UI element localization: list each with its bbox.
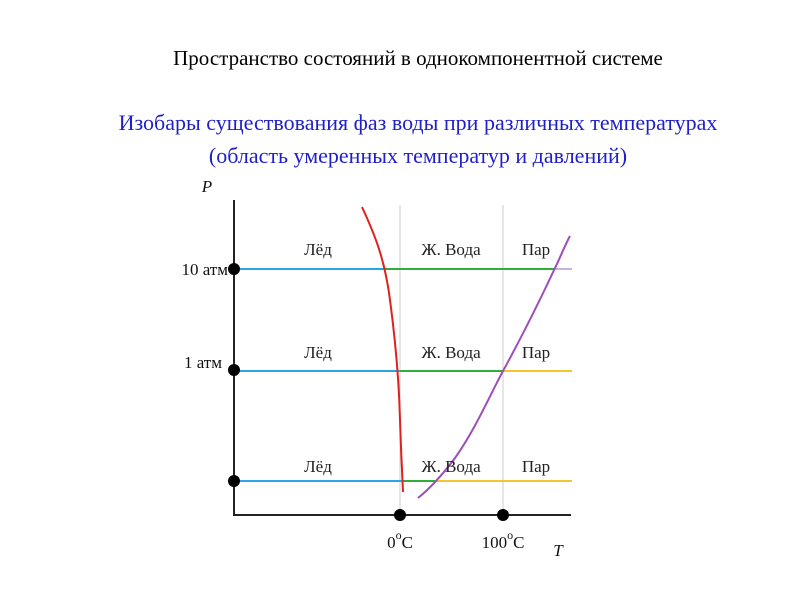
- temperature-label: 0oC: [387, 528, 413, 552]
- title: Пространство состояний в однокомпонентно…: [173, 46, 663, 70]
- subtitle-line: (область умеренных температур и давлений…: [209, 143, 627, 168]
- degree: o: [396, 528, 402, 542]
- point: [394, 509, 406, 521]
- phase-label: Пар: [522, 343, 550, 362]
- melting-curve: [361, 206, 404, 493]
- point: [228, 364, 240, 376]
- isobars: [234, 268, 572, 482]
- phase-label: Ж. Вода: [421, 240, 481, 259]
- number: 0: [387, 533, 396, 552]
- point: [228, 263, 240, 275]
- phase-labels: Лёд Ж. Вода Пар Лёд Ж. Вода Пар Лёд Ж. Вода Пар: [304, 240, 550, 476]
- axis-label: T: [553, 541, 564, 560]
- phase-label: Лёд: [304, 343, 332, 362]
- point: [228, 475, 240, 487]
- phase-label: Ж. Вода: [421, 343, 481, 362]
- phase-label: Лёд: [304, 240, 332, 259]
- number: 100: [482, 533, 508, 552]
- subtitle-line: Изобары существования фаз воды при разли…: [119, 110, 718, 135]
- unit: C: [402, 533, 413, 552]
- degree: o: [507, 528, 513, 542]
- phase-label: Пар: [522, 240, 550, 259]
- phase-label: Ж. Вода: [421, 457, 481, 476]
- pressure-label: 10 атм: [181, 260, 228, 279]
- temperature-label: 100oC: [482, 528, 525, 552]
- pressure-label: 1 атм: [184, 353, 222, 372]
- points: [228, 263, 509, 521]
- axis-label: P: [201, 177, 212, 196]
- unit: C: [513, 533, 524, 552]
- point: [497, 509, 509, 521]
- diagram: P T 10 атм 1 атм 0oC 100oC Лёд Ж. Вода Пар…: [181, 177, 572, 560]
- boiling-curve: [417, 235, 571, 499]
- phase-label: Пар: [522, 457, 550, 476]
- phase-label: Лёд: [304, 457, 332, 476]
